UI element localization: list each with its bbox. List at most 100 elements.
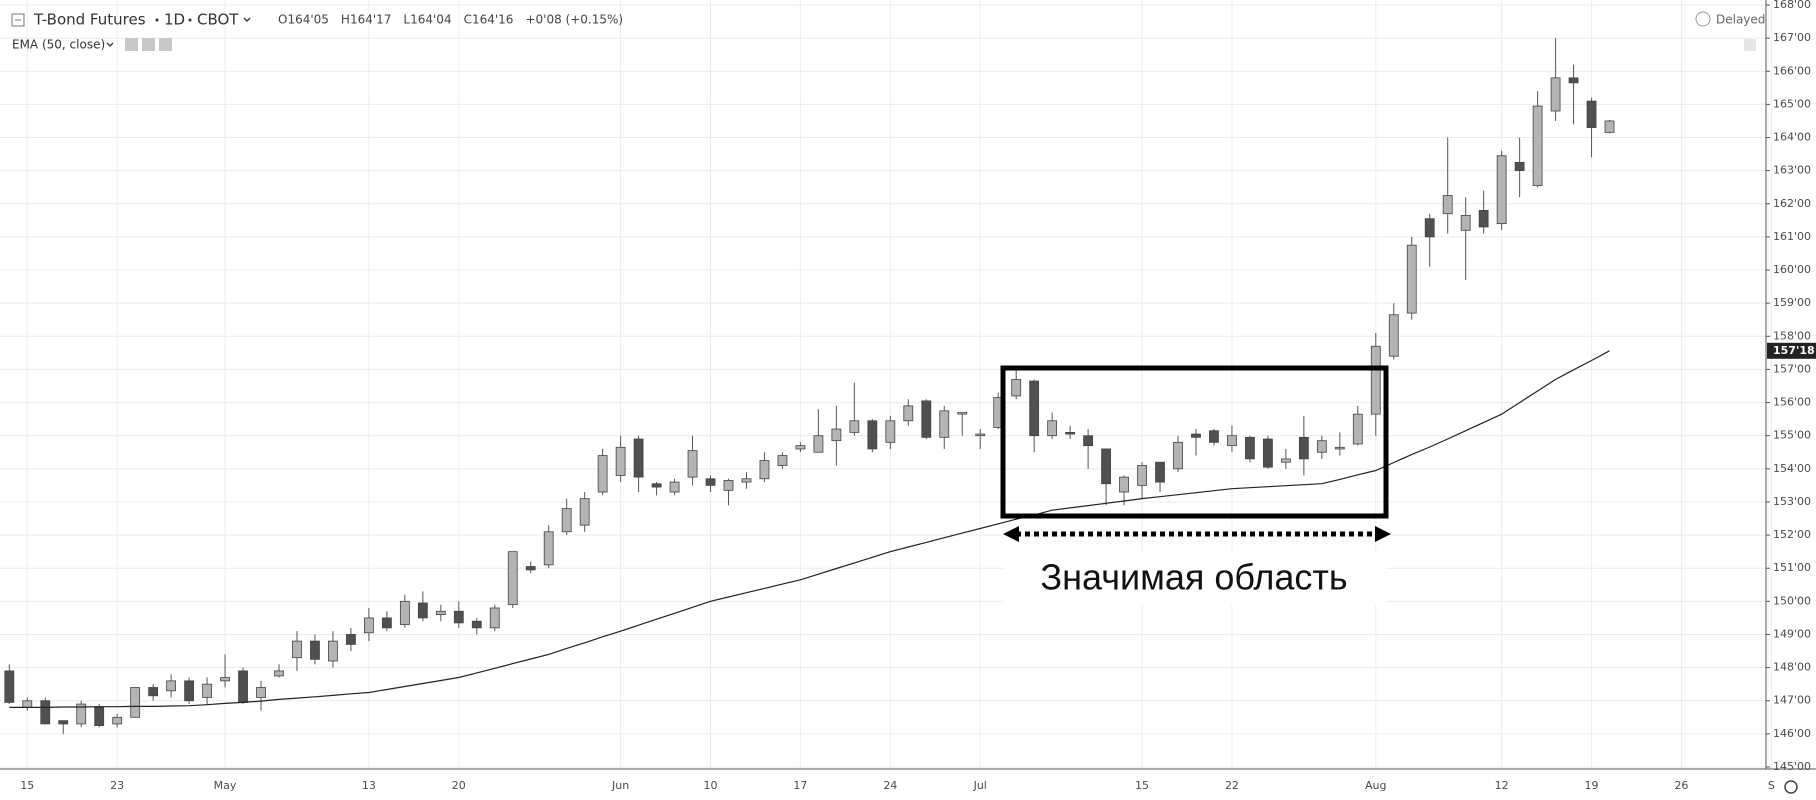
candle-body bbox=[148, 687, 159, 697]
y-tick-label: 155'00 bbox=[1773, 429, 1811, 442]
candle-body bbox=[1011, 378, 1022, 397]
candle-body bbox=[1191, 433, 1201, 438]
y-tick-label: 146'00 bbox=[1773, 727, 1811, 740]
candle-body bbox=[1263, 438, 1273, 468]
candle-body bbox=[1155, 461, 1165, 483]
dropdown-caret[interactable] bbox=[106, 42, 114, 47]
y-tick-label: 162'00 bbox=[1773, 197, 1811, 210]
candle-body bbox=[831, 428, 842, 442]
candle-body bbox=[741, 478, 752, 483]
dropdown-caret[interactable] bbox=[243, 17, 251, 22]
candle-body bbox=[705, 478, 716, 486]
x-tick-label: May bbox=[214, 779, 237, 792]
y-tick-label: 154'00 bbox=[1773, 462, 1811, 475]
price-badge bbox=[1767, 342, 1816, 359]
candle-body bbox=[759, 460, 770, 480]
collapse-icon[interactable] bbox=[11, 13, 25, 27]
y-tick-label: 152'00 bbox=[1773, 528, 1811, 541]
symbol[interactable]: T-Bond Futures bbox=[33, 11, 146, 29]
candle-body bbox=[58, 720, 69, 725]
x-tick-label: S bbox=[1768, 779, 1775, 792]
candle-body bbox=[1460, 214, 1471, 231]
y-tick-label: 165'00 bbox=[1773, 97, 1811, 110]
annotation: Значимая область bbox=[1040, 557, 1347, 598]
highlight-box bbox=[1000, 365, 1389, 519]
x-tick-label: 13 bbox=[362, 779, 376, 792]
candle-body bbox=[597, 455, 608, 493]
candle-body bbox=[1478, 210, 1489, 228]
ohlc-value: O164'05 bbox=[278, 13, 329, 27]
y-tick-label: 151'00 bbox=[1773, 561, 1811, 574]
x-tick-label: Jul bbox=[973, 779, 987, 792]
candle-body bbox=[1173, 441, 1183, 470]
candle-body bbox=[579, 498, 590, 526]
x-tick-label: Aug bbox=[1365, 779, 1386, 792]
candle-body bbox=[975, 433, 986, 437]
plot bbox=[4, 38, 1615, 734]
candle-body bbox=[292, 640, 302, 659]
candle-body bbox=[543, 531, 554, 566]
candle-body bbox=[489, 607, 500, 629]
annotation-bg bbox=[1003, 553, 1386, 605]
candle-body bbox=[633, 438, 644, 478]
candle-body bbox=[615, 446, 626, 476]
candle-body bbox=[435, 610, 446, 615]
visibility-icon[interactable] bbox=[125, 38, 138, 51]
candle-body bbox=[1442, 195, 1453, 215]
candle-body bbox=[1298, 436, 1309, 460]
candle-body bbox=[507, 551, 518, 606]
x-tick-label: 10 bbox=[704, 779, 718, 792]
candle-body bbox=[651, 483, 662, 488]
candle-body bbox=[921, 400, 932, 438]
y-tick-label: 168'00 bbox=[1773, 0, 1811, 11]
candle-body bbox=[1047, 420, 1058, 437]
candle-body bbox=[1604, 120, 1615, 133]
candle-body bbox=[184, 680, 195, 702]
x-tick-label: 12 bbox=[1495, 779, 1509, 792]
candle-body bbox=[274, 670, 284, 677]
candle-body bbox=[1406, 244, 1417, 314]
candle-body bbox=[399, 600, 410, 625]
y-tick-label: 161'00 bbox=[1773, 230, 1811, 243]
x-tick-label: 22 bbox=[1225, 779, 1239, 792]
candle-body bbox=[346, 634, 356, 645]
y-tick-label: 147'00 bbox=[1773, 694, 1811, 707]
exchange[interactable]: CBOT bbox=[197, 11, 239, 29]
hide-icon[interactable] bbox=[1744, 39, 1756, 51]
candle-body bbox=[94, 706, 105, 726]
candle-body bbox=[1316, 440, 1327, 453]
candle-body bbox=[939, 410, 950, 438]
x-tick-label: 17 bbox=[793, 779, 807, 792]
y-tick-label: 149'00 bbox=[1773, 627, 1811, 640]
candle-body bbox=[813, 435, 824, 453]
interval[interactable]: 1D bbox=[164, 11, 185, 29]
arrow-head-right bbox=[1375, 526, 1391, 542]
settings-button[interactable] bbox=[1784, 780, 1798, 794]
y-tick-label: 160'00 bbox=[1773, 263, 1811, 276]
candle-body bbox=[669, 481, 680, 493]
ema-legend[interactable]: EMA (50, close) bbox=[12, 38, 105, 52]
axis: 145'00 146'00 147'00 148'00 149'00 150'00 151'… bbox=[20, 0, 1816, 792]
candle-body bbox=[1209, 430, 1219, 443]
candle-body bbox=[40, 700, 51, 725]
x-tick-label: 15 bbox=[20, 779, 34, 792]
separator bbox=[188, 18, 192, 22]
candle-body bbox=[1370, 345, 1381, 415]
settings-icon[interactable] bbox=[142, 38, 155, 51]
candle-body bbox=[310, 640, 320, 660]
candle-body bbox=[220, 677, 230, 682]
candle-body bbox=[1101, 448, 1111, 485]
remove-icon[interactable] bbox=[159, 38, 172, 51]
candle-body bbox=[130, 687, 141, 718]
ohlc-value: C164'16 bbox=[464, 13, 514, 27]
y-tick-label: 158'00 bbox=[1773, 329, 1811, 342]
x-tick-label: 26 bbox=[1674, 779, 1688, 792]
candle-body bbox=[903, 405, 914, 422]
candle-body bbox=[1388, 314, 1399, 357]
candle-body bbox=[795, 445, 806, 450]
candle-body bbox=[561, 508, 572, 533]
candle-body bbox=[202, 683, 212, 698]
x-tick-label: 20 bbox=[452, 779, 466, 792]
candle-body bbox=[1550, 77, 1561, 112]
